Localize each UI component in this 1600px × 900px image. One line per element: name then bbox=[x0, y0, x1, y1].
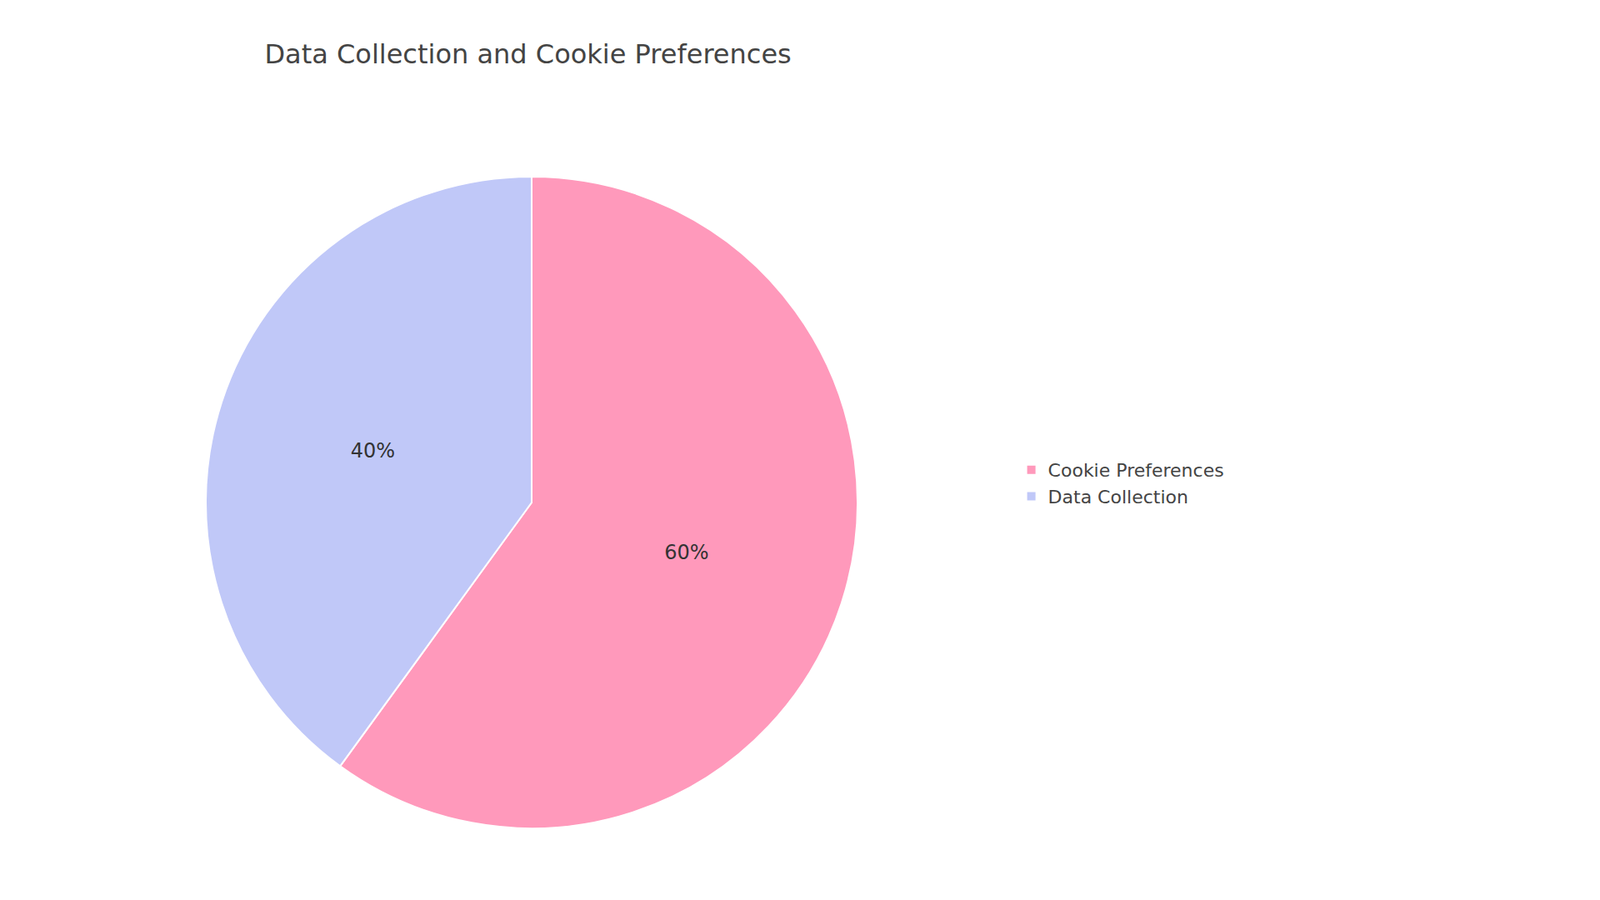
svg-text:Data Collection: Data Collection bbox=[1048, 486, 1189, 508]
svg-text:Data Collection and Cookie Pre: Data Collection and Cookie Preferences bbox=[264, 38, 791, 70]
svg-text:Cookie Preferences: Cookie Preferences bbox=[1048, 460, 1225, 481]
svg-text:40%: 40% bbox=[350, 439, 395, 463]
svg-text:60%: 60% bbox=[664, 540, 709, 565]
